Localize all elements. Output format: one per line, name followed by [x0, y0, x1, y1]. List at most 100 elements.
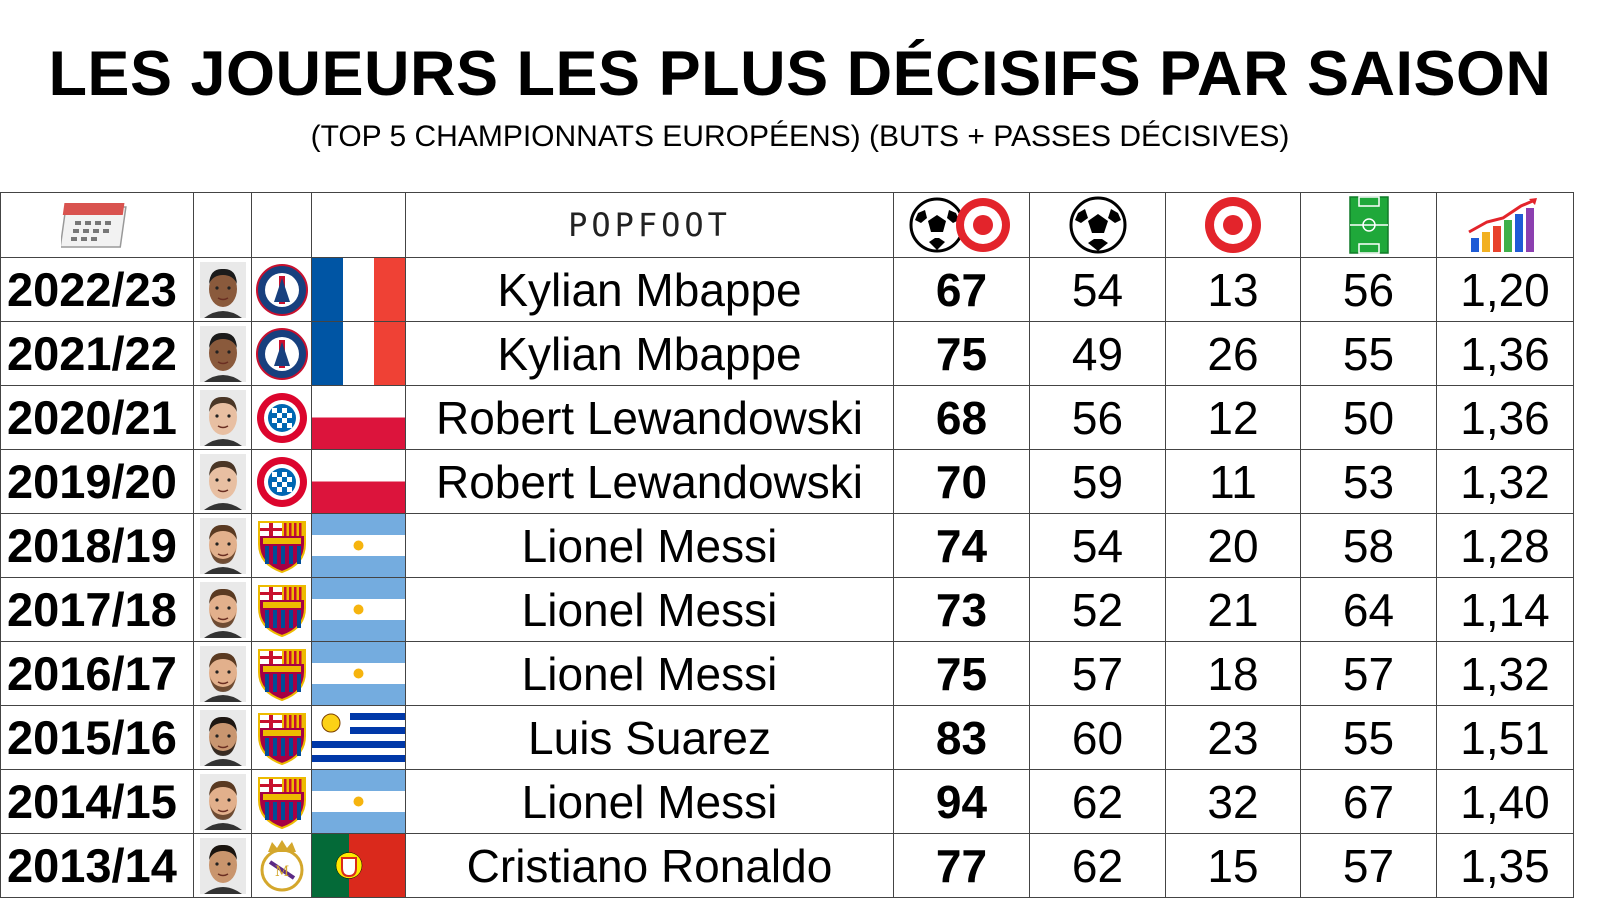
- soccer-ball-icon: [1069, 196, 1126, 254]
- assists-cell: 32: [1165, 769, 1301, 834]
- table-row: 2021/22 Kylian Mbappe 75 49 26 55 1,36: [0, 321, 1574, 386]
- matches-cell: 64: [1300, 577, 1437, 642]
- assists-cell: 18: [1165, 641, 1301, 706]
- season-header-cell: [0, 192, 194, 258]
- club-cell: [251, 769, 312, 834]
- goals-cell: 60: [1029, 705, 1166, 770]
- bayern-crest-icon: [256, 392, 307, 443]
- photo-cell: [193, 577, 252, 642]
- table-row: 2014/15 Lionel Messi 94 62 32 67 1,40: [0, 769, 1574, 834]
- season-cell: 2015/16: [0, 705, 194, 770]
- barcelona-crest-icon: [257, 776, 306, 829]
- club-cell: [251, 449, 312, 514]
- photo-cell: [193, 449, 252, 514]
- header-row: POPFOOT: [0, 192, 1574, 258]
- assists-cell: 21: [1165, 577, 1301, 642]
- ratio-cell: 1,51: [1436, 705, 1574, 770]
- total-cell: 77: [893, 833, 1030, 898]
- player-cell: Lionel Messi: [405, 641, 894, 706]
- france-flag-icon: [312, 322, 405, 385]
- table-row: 2013/14 M Cristiano Ronaldo 77 62 15 57 1,35: [0, 833, 1574, 898]
- player-cell: Robert Lewandowski: [405, 449, 894, 514]
- assists-cell: 15: [1165, 833, 1301, 898]
- season-cell: 2017/18: [0, 577, 194, 642]
- real-madrid-crest-icon: M: [260, 839, 303, 891]
- pitch-icon: [1348, 196, 1389, 254]
- goals-cell: 57: [1029, 641, 1166, 706]
- club-cell: M: [251, 833, 312, 898]
- club-cell: [251, 577, 312, 642]
- assists-cell: 11: [1165, 449, 1301, 514]
- brand-cell: POPFOOT: [405, 192, 894, 258]
- matches-cell: 53: [1300, 449, 1437, 514]
- player-photo: [199, 709, 246, 766]
- matches-cell: 57: [1300, 833, 1437, 898]
- ratio-cell: 1,32: [1436, 449, 1574, 514]
- player-photo: [199, 517, 246, 574]
- ratio-cell: 1,20: [1436, 257, 1574, 322]
- psg-crest-icon: [255, 263, 308, 316]
- assists-cell: 12: [1165, 385, 1301, 450]
- club-cell: [251, 641, 312, 706]
- goals-cell: 59: [1029, 449, 1166, 514]
- table-row: 2020/21 Robert Lewandowski 68 56 12 50 1,36: [0, 385, 1574, 450]
- matches-cell: 58: [1300, 513, 1437, 578]
- header: LES JOUEURS LES PLUS DÉCISIFS PAR SAISON…: [0, 0, 1600, 192]
- total-cell: 73: [893, 577, 1030, 642]
- ratio-cell: 1,32: [1436, 641, 1574, 706]
- season-cell: 2019/20: [0, 449, 194, 514]
- france-flag-icon: [312, 258, 405, 321]
- goals-header-cell: [1029, 192, 1166, 258]
- player-cell: Lionel Messi: [405, 577, 894, 642]
- poland-flag-icon: [312, 450, 405, 513]
- total-cell: 67: [893, 257, 1030, 322]
- photo-cell: [193, 641, 252, 706]
- season-cell: 2020/21: [0, 385, 194, 450]
- player-photo: [199, 581, 246, 638]
- matches-header-cell: [1300, 192, 1437, 258]
- club-cell: [251, 385, 312, 450]
- matches-cell: 67: [1300, 769, 1437, 834]
- club-cell: [251, 705, 312, 770]
- player-photo: [199, 325, 246, 382]
- growth-chart-icon: [1468, 198, 1537, 252]
- argentina-flag-icon: [312, 770, 405, 833]
- club-cell: [251, 513, 312, 578]
- season-cell: 2016/17: [0, 641, 194, 706]
- flag-cell: [311, 321, 406, 386]
- goals-cell: 52: [1029, 577, 1166, 642]
- ratio-cell: 1,28: [1436, 513, 1574, 578]
- ball-and-target-icon: [909, 197, 1010, 253]
- player-photo: [199, 837, 246, 894]
- barcelona-crest-icon: [257, 520, 306, 573]
- table-row: 2019/20 Robert Lewandowski 70 59 11 53 1,32: [0, 449, 1574, 514]
- table-row: 2017/18 Lionel Messi 73 52 21 64 1,14: [0, 577, 1574, 642]
- matches-cell: 50: [1300, 385, 1437, 450]
- photo-cell: [193, 321, 252, 386]
- matches-cell: 56: [1300, 257, 1437, 322]
- flag-cell: [311, 641, 406, 706]
- assists-cell: 13: [1165, 257, 1301, 322]
- total-cell: 83: [893, 705, 1030, 770]
- season-cell: 2013/14: [0, 833, 194, 898]
- portugal-flag-icon: [312, 834, 405, 897]
- flag-cell: [311, 705, 406, 770]
- table-row: 2022/23 Kylian Mbappe 67 54 13 56 1,20: [0, 257, 1574, 322]
- assists-cell: 26: [1165, 321, 1301, 386]
- assists-cell: 23: [1165, 705, 1301, 770]
- flag-cell: [311, 385, 406, 450]
- total-cell: 74: [893, 513, 1030, 578]
- total-cell: 68: [893, 385, 1030, 450]
- flag-cell: [311, 833, 406, 898]
- flag-cell: [311, 769, 406, 834]
- goals-cell: 56: [1029, 385, 1166, 450]
- bayern-crest-icon: [256, 456, 307, 507]
- page-title: LES JOUEURS LES PLUS DÉCISIFS PAR SAISON: [48, 39, 1552, 109]
- svg-text:M: M: [274, 864, 288, 880]
- total-cell: 94: [893, 769, 1030, 834]
- barcelona-crest-icon: [257, 648, 306, 701]
- assists-cell: 20: [1165, 513, 1301, 578]
- season-cell: 2022/23: [0, 257, 194, 322]
- player-photo: [199, 261, 246, 318]
- brand-logo: POPFOOT: [568, 206, 731, 244]
